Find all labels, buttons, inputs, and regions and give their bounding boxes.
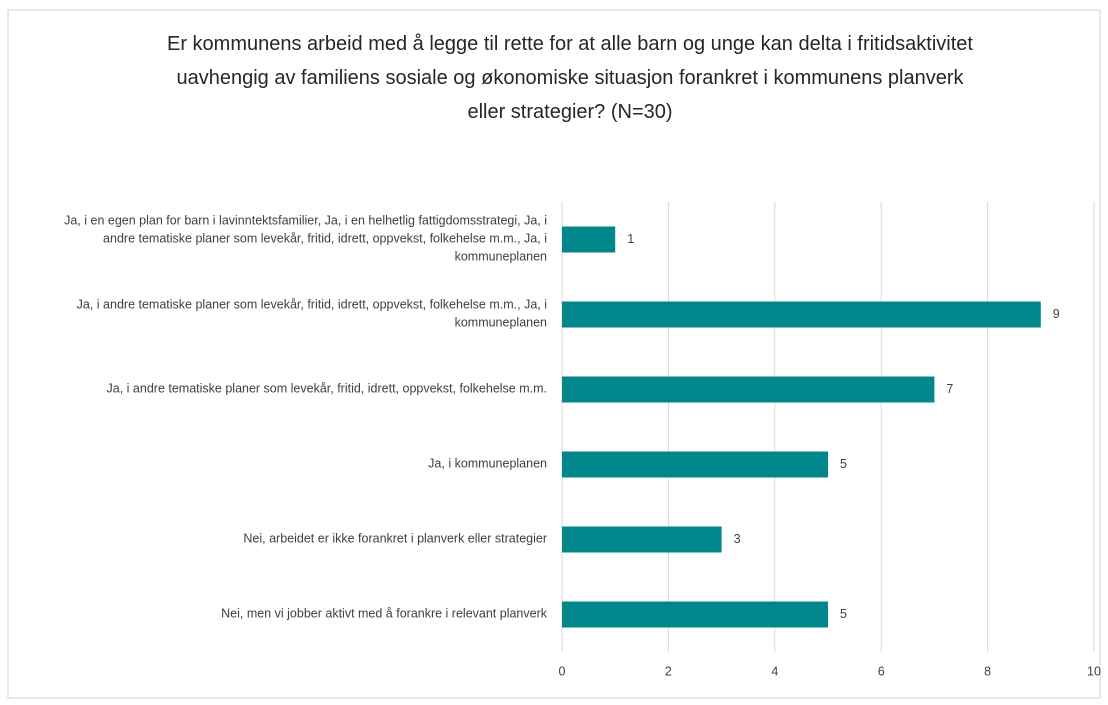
value-label: 5	[840, 457, 847, 471]
category-label: Ja, i en egen plan for barn i lavinntekt…	[64, 214, 547, 264]
value-label: 5	[840, 607, 847, 621]
x-tick-label: 10	[1087, 664, 1101, 678]
category-label: Nei, arbeidet er ikke forankret i planve…	[243, 532, 547, 546]
bar	[562, 601, 828, 628]
bar	[562, 301, 1041, 328]
bar	[562, 376, 935, 403]
bar	[562, 451, 828, 478]
category-label: Ja, i andre tematiske planer som levekår…	[107, 382, 547, 396]
value-label: 1	[627, 232, 634, 246]
category-label: Ja, i kommuneplanen	[428, 457, 547, 471]
chart-frame	[7, 9, 1101, 699]
category-label: Ja, i andre tematiske planer som levekår…	[77, 298, 547, 330]
x-tick-label: 6	[878, 664, 885, 678]
bar	[562, 526, 722, 553]
category-label: Nei, men vi jobber aktivt med å forankre…	[221, 607, 548, 621]
chart-title: Er kommunens arbeid med å legge til rett…	[167, 33, 973, 123]
bar	[562, 226, 616, 253]
x-tick-label: 8	[984, 664, 991, 678]
x-tick-label: 0	[559, 664, 566, 678]
value-label: 7	[946, 382, 953, 396]
value-label: 9	[1053, 307, 1060, 321]
x-tick-label: 2	[665, 664, 672, 678]
value-label: 3	[734, 532, 741, 546]
x-tick-label: 4	[771, 664, 778, 678]
